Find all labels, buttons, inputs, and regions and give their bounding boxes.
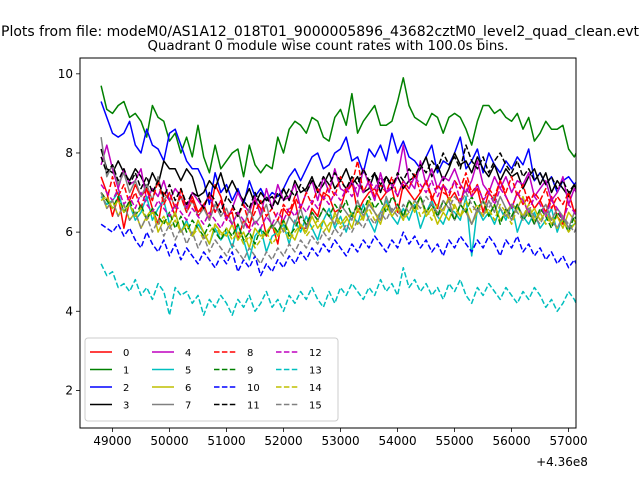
plot-area-frame: [79, 57, 577, 429]
legend-label-7: 7: [185, 401, 191, 412]
x-axis: 49000 50000 51000 52000 53000 54000 55000 56000…: [93, 428, 588, 448]
x-tick-label: 52000: [264, 434, 302, 448]
series-line-3: [100, 148, 576, 206]
legend-box: [84, 337, 339, 422]
series-line-4: [100, 144, 576, 221]
legend-label-6: 6: [185, 383, 191, 394]
x-tick-label: 56000: [492, 434, 530, 448]
y-tick-label: 6: [65, 225, 73, 239]
x-tick-label: 50000: [150, 434, 188, 448]
legend-label-3: 3: [123, 401, 129, 412]
figure-suptitle: Plots from file: modeM0/AS1A12_018T01_90…: [1, 24, 639, 40]
legend-label-4: 4: [185, 348, 191, 359]
x-offset-label: +4.36e8: [536, 455, 588, 469]
series-line-15: [100, 191, 576, 265]
legend-label-14: 14: [309, 383, 322, 394]
legend-label-13: 13: [309, 366, 322, 377]
series-line-13: [100, 263, 576, 316]
legend-label-15: 15: [309, 401, 322, 412]
y-tick-label: 4: [65, 304, 73, 318]
chart-title: Quadrant 0 module wise count rates with …: [148, 39, 509, 54]
y-axis: 2 4 6 8 10: [58, 67, 80, 397]
legend-label-11: 11: [247, 401, 260, 412]
x-tick-label: 51000: [207, 434, 245, 448]
legend-label-8: 8: [247, 348, 253, 359]
x-tick-label: 55000: [435, 434, 473, 448]
legend-label-5: 5: [185, 366, 191, 377]
y-tick-label: 10: [58, 67, 73, 81]
x-tick-label: 49000: [93, 434, 131, 448]
legend-label-12: 12: [309, 348, 322, 359]
legend-label-9: 9: [247, 366, 253, 377]
x-tick-label: 53000: [321, 434, 359, 448]
series-line-1: [100, 77, 576, 178]
x-tick-label: 54000: [378, 434, 416, 448]
legend-label-0: 0: [123, 348, 129, 359]
y-tick-label: 8: [65, 146, 73, 160]
series-line-14: [100, 195, 576, 249]
series-layer: [100, 77, 576, 316]
x-tick-label: 57000: [549, 434, 587, 448]
series-line-12: [100, 175, 576, 233]
legend-label-1: 1: [123, 366, 129, 377]
series-line-10: [100, 223, 576, 277]
y-tick-label: 2: [65, 383, 73, 397]
legend-label-2: 2: [123, 383, 129, 394]
series-line-2: [100, 101, 576, 206]
legend-label-10: 10: [247, 383, 260, 394]
